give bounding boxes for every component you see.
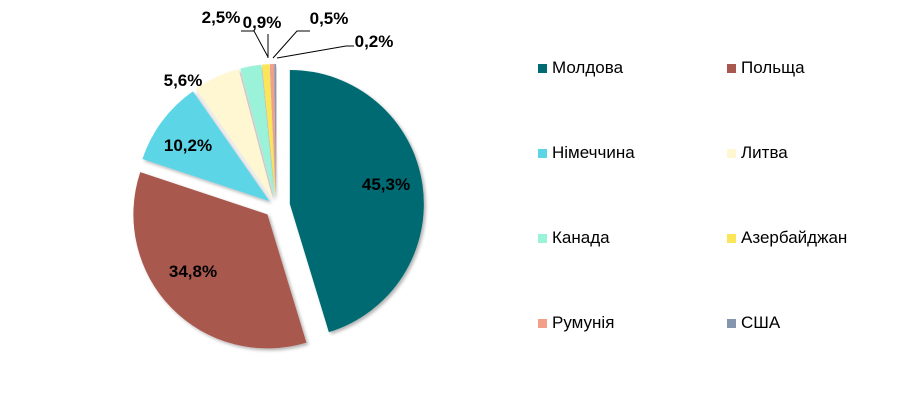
pie-slice-6 <box>269 64 276 199</box>
data-label-2: 10,2% <box>164 136 212 155</box>
data-labels: 45,3% 34,8% 10,2% 5,6% 2,5% 0,9% 0,5% 0,2% <box>164 8 410 281</box>
pie-slice-0 <box>289 69 424 333</box>
data-label-6: 0,5% <box>310 9 349 28</box>
pie-slice-5 <box>261 64 276 199</box>
data-label-4: 2,5% <box>202 8 241 27</box>
leader-line-7 <box>276 45 354 59</box>
pie-slice-3 <box>195 69 273 199</box>
pie-slice-1 <box>133 172 307 349</box>
leader-line-4 <box>241 30 269 58</box>
data-label-7: 0,2% <box>355 32 394 51</box>
data-label-1: 34,8% <box>169 262 217 281</box>
data-label-3: 5,6% <box>164 71 203 90</box>
leader-line-6 <box>272 30 310 59</box>
data-label-5: 0,9% <box>243 13 282 32</box>
pie-slice-4 <box>240 64 275 199</box>
pie-slices <box>133 64 424 349</box>
data-label-0: 45,3% <box>362 175 410 194</box>
pie-slice-2 <box>142 91 270 202</box>
pie-slice-7 <box>274 64 276 199</box>
leader-lines <box>241 30 354 59</box>
